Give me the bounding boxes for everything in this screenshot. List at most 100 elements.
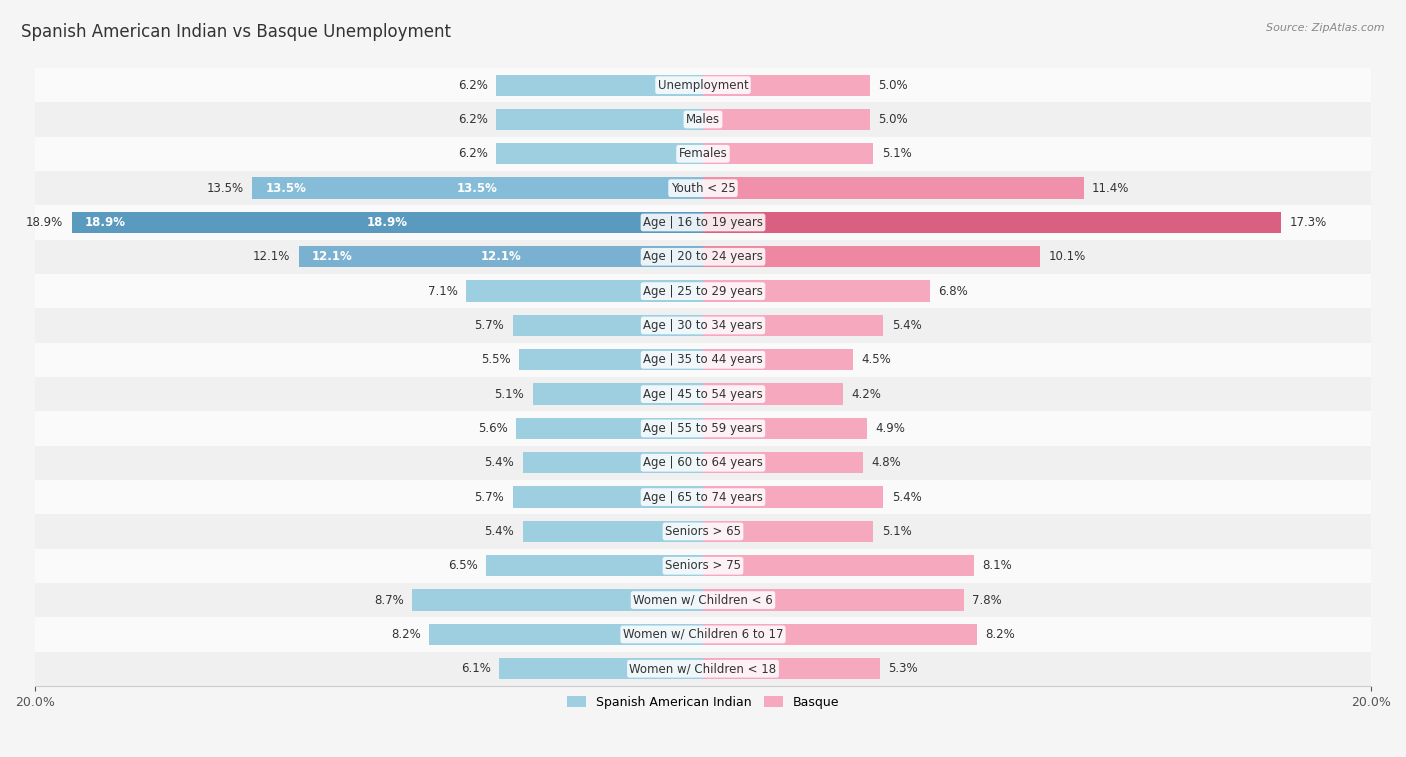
Text: Males: Males [686, 113, 720, 126]
Text: 13.5%: 13.5% [207, 182, 243, 195]
Bar [35, 240, 1371, 274]
Text: Seniors > 75: Seniors > 75 [665, 559, 741, 572]
Text: 6.1%: 6.1% [461, 662, 491, 675]
Text: 6.2%: 6.2% [458, 79, 488, 92]
Text: 11.4%: 11.4% [1092, 182, 1129, 195]
Bar [499, 658, 703, 679]
Bar [703, 624, 977, 645]
Bar [703, 658, 880, 679]
Text: 8.7%: 8.7% [374, 593, 404, 606]
Text: 8.2%: 8.2% [391, 628, 420, 641]
Text: Age | 30 to 34 years: Age | 30 to 34 years [643, 319, 763, 332]
Text: 18.9%: 18.9% [84, 216, 127, 229]
Bar [703, 487, 883, 508]
Bar [703, 143, 873, 164]
Text: 6.8%: 6.8% [938, 285, 969, 298]
Text: 5.1%: 5.1% [495, 388, 524, 400]
Text: Unemployment: Unemployment [658, 79, 748, 92]
Text: Age | 20 to 24 years: Age | 20 to 24 years [643, 251, 763, 263]
Text: Women w/ Children < 18: Women w/ Children < 18 [630, 662, 776, 675]
Bar [35, 617, 1371, 652]
Bar [35, 583, 1371, 617]
Bar [496, 74, 703, 96]
Text: Spanish American Indian vs Basque Unemployment: Spanish American Indian vs Basque Unempl… [21, 23, 451, 41]
Bar [703, 109, 870, 130]
Bar [35, 205, 1371, 240]
Bar [35, 68, 1371, 102]
Bar [72, 212, 703, 233]
Bar [35, 343, 1371, 377]
Text: 5.4%: 5.4% [891, 491, 921, 503]
Text: 12.1%: 12.1% [481, 251, 522, 263]
Bar [703, 590, 963, 611]
Bar [513, 315, 703, 336]
Bar [35, 652, 1371, 686]
Text: 5.1%: 5.1% [882, 148, 911, 160]
Text: 5.1%: 5.1% [882, 525, 911, 538]
Text: Females: Females [679, 148, 727, 160]
Text: 5.4%: 5.4% [485, 456, 515, 469]
Text: 5.0%: 5.0% [879, 79, 908, 92]
Text: 4.8%: 4.8% [872, 456, 901, 469]
Text: 5.5%: 5.5% [481, 354, 510, 366]
Text: 18.9%: 18.9% [367, 216, 408, 229]
Bar [486, 555, 703, 576]
Bar [412, 590, 703, 611]
Text: 5.4%: 5.4% [891, 319, 921, 332]
Text: Age | 35 to 44 years: Age | 35 to 44 years [643, 354, 763, 366]
Bar [252, 177, 703, 199]
Bar [519, 349, 703, 370]
Bar [703, 384, 844, 405]
Text: 6.5%: 6.5% [447, 559, 478, 572]
Bar [533, 384, 703, 405]
Text: 5.0%: 5.0% [879, 113, 908, 126]
Bar [496, 109, 703, 130]
Bar [703, 246, 1040, 267]
Text: Women w/ Children 6 to 17: Women w/ Children 6 to 17 [623, 628, 783, 641]
Text: 12.1%: 12.1% [312, 251, 353, 263]
Text: Age | 65 to 74 years: Age | 65 to 74 years [643, 491, 763, 503]
Text: 4.2%: 4.2% [852, 388, 882, 400]
Bar [496, 143, 703, 164]
Bar [35, 308, 1371, 343]
Bar [703, 555, 973, 576]
Text: 4.5%: 4.5% [862, 354, 891, 366]
Text: Age | 45 to 54 years: Age | 45 to 54 years [643, 388, 763, 400]
Bar [703, 177, 1084, 199]
Text: 7.8%: 7.8% [972, 593, 1001, 606]
Text: 6.2%: 6.2% [458, 148, 488, 160]
Bar [35, 411, 1371, 446]
Bar [465, 281, 703, 302]
Text: Women w/ Children < 6: Women w/ Children < 6 [633, 593, 773, 606]
Text: 4.9%: 4.9% [875, 422, 905, 435]
Bar [35, 274, 1371, 308]
Bar [513, 487, 703, 508]
Text: 5.6%: 5.6% [478, 422, 508, 435]
Text: Age | 55 to 59 years: Age | 55 to 59 years [643, 422, 763, 435]
Bar [35, 446, 1371, 480]
Text: 18.9%: 18.9% [27, 216, 63, 229]
Text: 6.2%: 6.2% [458, 113, 488, 126]
Bar [35, 549, 1371, 583]
Text: Age | 25 to 29 years: Age | 25 to 29 years [643, 285, 763, 298]
Text: 12.1%: 12.1% [253, 251, 291, 263]
Bar [35, 480, 1371, 514]
Text: Youth < 25: Youth < 25 [671, 182, 735, 195]
Bar [703, 418, 866, 439]
Text: Age | 60 to 64 years: Age | 60 to 64 years [643, 456, 763, 469]
Text: 5.4%: 5.4% [485, 525, 515, 538]
Text: Source: ZipAtlas.com: Source: ZipAtlas.com [1267, 23, 1385, 33]
Bar [35, 137, 1371, 171]
Bar [35, 171, 1371, 205]
Bar [703, 74, 870, 96]
Bar [703, 315, 883, 336]
Bar [516, 418, 703, 439]
Text: 13.5%: 13.5% [266, 182, 307, 195]
Bar [429, 624, 703, 645]
Text: Seniors > 65: Seniors > 65 [665, 525, 741, 538]
Text: 5.7%: 5.7% [474, 319, 505, 332]
Bar [523, 452, 703, 473]
Bar [703, 212, 1281, 233]
Text: 5.7%: 5.7% [474, 491, 505, 503]
Text: 8.1%: 8.1% [981, 559, 1012, 572]
